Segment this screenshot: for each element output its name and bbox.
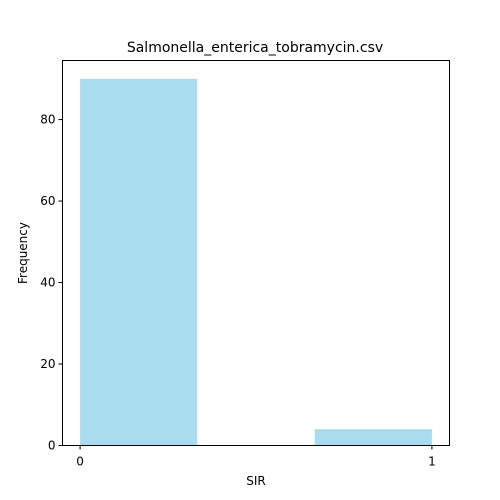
y-tick-label-3: 60 [40,194,55,208]
y-tick-label-1: 20 [40,357,55,371]
x-axis-label: SIR [246,474,266,488]
histogram-bar-0 [80,78,198,446]
chart-title: Salmonella_enterica_tobramycin.csv [127,40,383,56]
histogram-bar-2 [314,429,432,446]
y-tick-label-4: 80 [40,113,55,127]
y-tick-label-0: 0 [48,439,56,453]
x-tick-label-1: 1 [428,455,436,469]
y-tick-label-2: 40 [40,276,55,290]
plot-frame [62,60,450,446]
y-axis-label: Frequency [16,222,30,284]
x-tick-label-0: 0 [76,455,84,469]
